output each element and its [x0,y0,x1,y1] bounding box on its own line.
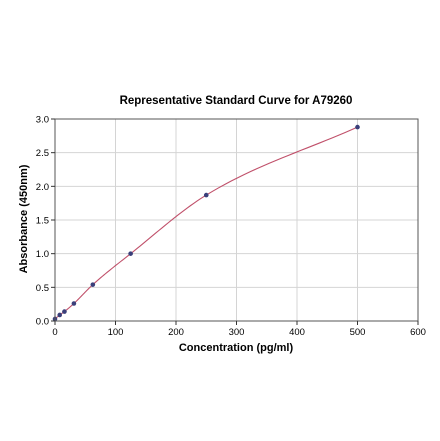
data-point [355,124,360,130]
axes: 0 100 200 300 400 500 600 0.0 0.5 1.0 1.5 2.0 2.5 3.0 [36,115,426,339]
y-tick-label: 1.5 [36,216,49,227]
x-tick-label: 500 [350,327,366,338]
chart-title: Representative Standard Curve for A79260 [120,95,353,107]
x-tick-label: 200 [168,327,184,338]
y-tick-label: 3.0 [36,115,49,126]
data-point [90,282,96,287]
data-point [203,192,209,198]
x-tick-label: 0 [52,327,57,338]
x-tick-label: 600 [410,327,426,338]
data-point [62,309,67,314]
x-tick-label: 300 [229,327,245,338]
y-tick-label: 1.0 [36,249,49,260]
data-point [57,312,63,318]
y-tick-label: 0.0 [36,317,49,328]
grid-lines [54,118,419,322]
standard-curve-line [54,126,358,320]
y-tick-label: 0.5 [36,283,49,294]
fit-curve [54,126,358,320]
data-point [71,301,77,306]
data-point [128,251,133,256]
x-tick-label: 100 [108,327,124,338]
data-points [52,124,360,322]
y-tick-label: 2.5 [36,148,49,159]
x-tick-label: 400 [289,327,305,338]
y-tick-label: 2.0 [36,182,49,193]
x-axis-label: Concentration (pg/ml) [179,342,294,354]
y-axis-label: Absorbance (450nm) [18,164,30,273]
